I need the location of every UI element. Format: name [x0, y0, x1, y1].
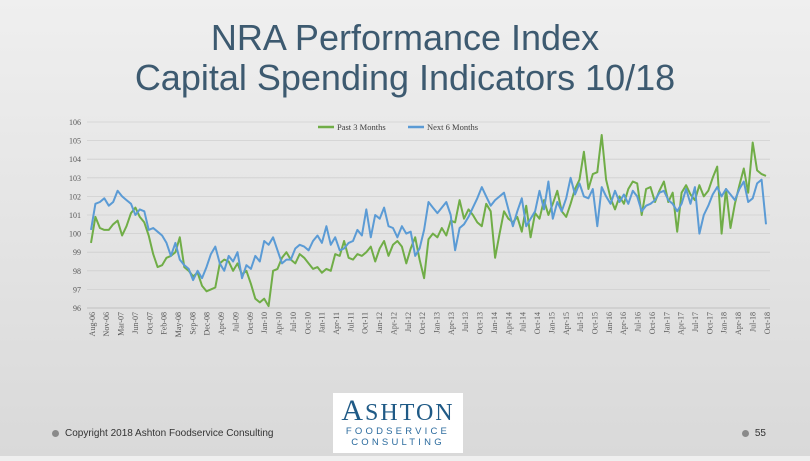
x-tick-label: Apr-16: [619, 312, 628, 335]
y-tick-label: 99: [73, 248, 81, 257]
x-tick-label: Oct-07: [145, 312, 154, 334]
x-tick-label: Oct-15: [590, 312, 599, 334]
y-tick-label: 101: [69, 211, 81, 220]
x-tick-label: Jul-13: [461, 312, 470, 332]
copyright-footer: Copyright 2018 Ashton Foodservice Consul…: [52, 428, 273, 439]
x-tick-label: Jan-14: [490, 312, 499, 333]
legend-label: Next 6 Months: [427, 122, 478, 132]
x-tick-label: Jul-18: [748, 312, 757, 332]
series-line-past-3-months: [90, 134, 767, 308]
x-tick-label: Jul-10: [289, 312, 298, 332]
series-line-next-6-months: [90, 176, 767, 282]
page-number: 55: [741, 428, 766, 439]
x-tick-label: Mar-07: [117, 312, 126, 336]
slide-title: NRA Performance Index Capital Spending I…: [0, 18, 810, 98]
x-tick-label: Nov-06: [102, 312, 111, 336]
x-tick-label: Oct-13: [476, 312, 485, 334]
x-tick-label: Jan-18: [720, 312, 729, 333]
x-tick-label: Aug-06: [88, 312, 97, 336]
copyright-text: Copyright 2018 Ashton Foodservice Consul…: [65, 428, 274, 439]
x-tick-label: Apr-11: [332, 312, 341, 335]
y-tick-label: 100: [69, 230, 81, 239]
x-tick-label: Apr-15: [562, 312, 571, 335]
x-tick-label: Oct-18: [763, 312, 772, 334]
title-line-2: Capital Spending Indicators 10/18: [134, 57, 676, 98]
x-tick-label: Oct-11: [361, 312, 370, 334]
x-tick-label: Apr-13: [447, 312, 456, 335]
x-tick-label: Feb-08: [160, 312, 169, 335]
x-tick-label: Jul-11: [346, 312, 355, 332]
x-tick-label: Jan-15: [547, 312, 556, 333]
x-tick-label: Oct-12: [418, 312, 427, 334]
x-tick-label: Jun-07: [131, 312, 140, 334]
x-tick-label: Jan-12: [375, 312, 384, 333]
x-tick-label: Apr-14: [504, 312, 513, 335]
x-tick-label: Apr-17: [677, 312, 686, 335]
x-tick-label: Jul-09: [231, 312, 240, 332]
x-tick-label: Apr-18: [734, 312, 743, 335]
y-tick-label: 106: [69, 118, 81, 127]
x-tick-label: Jul-14: [519, 312, 528, 332]
y-tick-label: 97: [73, 285, 81, 294]
x-tick-label: Jan-10: [260, 312, 269, 333]
x-tick-label: Jan-17: [662, 312, 671, 333]
x-tick-label: May-08: [174, 312, 183, 337]
x-tick-label: Oct-17: [705, 312, 714, 334]
x-tick-label: Oct-09: [246, 312, 255, 334]
y-tick-label: 103: [69, 174, 81, 183]
x-tick-label: Oct-10: [303, 312, 312, 334]
y-tick-label: 102: [69, 192, 81, 201]
x-tick-label: Oct-16: [648, 312, 657, 334]
page-number-text: 55: [754, 428, 766, 439]
legend-label: Past 3 Months: [337, 122, 386, 132]
y-tick-label: 104: [69, 155, 81, 164]
x-tick-label: Jul-15: [576, 312, 585, 332]
x-tick-label: Jul-16: [634, 312, 643, 332]
x-tick-label: Apr-10: [275, 312, 284, 335]
ashton-logo: ASHTON FOODSERVICE CONSULTING: [333, 393, 463, 453]
x-tick-label: Jan-13: [433, 312, 442, 333]
x-tick-label: Apr-12: [389, 312, 398, 335]
x-tick-label: Jan-16: [605, 312, 614, 333]
bullet-icon: [52, 430, 59, 437]
x-tick-label: Jan-11: [318, 312, 327, 333]
x-tick-label: Jul-12: [404, 312, 413, 332]
x-tick-label: Oct-14: [533, 312, 542, 334]
y-tick-label: 105: [69, 137, 81, 146]
x-tick-label: Dec-08: [203, 312, 212, 336]
x-tick-label: Jul-17: [691, 312, 700, 332]
y-tick-label: 96: [73, 304, 81, 313]
x-tick-label: Sep-08: [188, 312, 197, 335]
title-line-1: NRA Performance Index: [210, 17, 600, 58]
y-tick-label: 98: [73, 267, 81, 276]
x-tick-label: Apr-09: [217, 312, 226, 335]
bullet-icon: [741, 430, 749, 437]
